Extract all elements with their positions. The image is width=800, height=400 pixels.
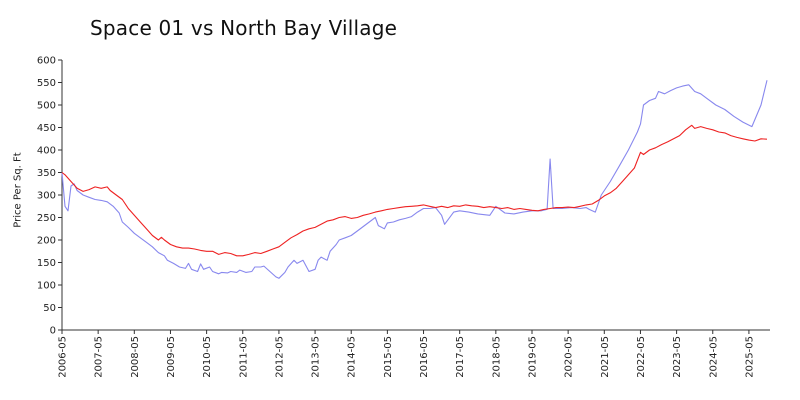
x-tick-label: 2025-05: [744, 336, 755, 378]
x-tick-label: 2006-05: [58, 336, 69, 378]
chart-title: Space 01 vs North Bay Village: [90, 16, 398, 40]
x-tick-label: 2013-05: [311, 336, 322, 378]
y-tick-label: 50: [43, 303, 56, 314]
y-tick-label: 400: [37, 146, 56, 157]
x-tick-label: 2021-05: [600, 336, 611, 378]
y-tick-label: 250: [37, 213, 56, 224]
y-tick-label: 200: [37, 236, 56, 247]
y-tick-label: 500: [37, 101, 56, 112]
y-tick-label: 350: [37, 168, 56, 179]
x-tick-label: 2024-05: [708, 336, 719, 378]
series-line-1: [61, 80, 768, 279]
x-tick-label: 2019-05: [527, 336, 538, 378]
y-tick-label: 550: [37, 78, 56, 89]
x-tick-label: 2011-05: [238, 336, 249, 378]
x-tick-label: 2009-05: [166, 336, 177, 378]
x-tick-label: 2015-05: [383, 336, 394, 378]
x-tick-label: 2012-05: [274, 336, 285, 378]
y-axis-ticks: 0 50 100 150 200 250 300 350 400 450 500 550 600: [37, 56, 62, 337]
x-axis-ticks: 2006-05 2007-05 2008-05 2009-05 2010-05 2011-…: [58, 330, 755, 378]
y-tick-label: 100: [37, 281, 56, 292]
y-tick-label: 600: [37, 56, 56, 67]
series-line-2: [61, 124, 768, 257]
x-tick-label: 2023-05: [672, 336, 683, 378]
y-tick-label: 150: [37, 258, 56, 269]
x-tick-label: 2020-05: [564, 336, 575, 378]
series-group: [61, 80, 768, 279]
y-tick-label: 0: [50, 326, 56, 337]
x-tick-label: 2008-05: [130, 336, 141, 378]
x-tick-label: 2016-05: [419, 336, 430, 378]
x-tick-label: 2010-05: [202, 336, 213, 378]
axes: [61, 60, 770, 331]
y-tick-label: 300: [37, 191, 56, 202]
x-tick-label: 2014-05: [347, 336, 358, 378]
x-tick-label: 2017-05: [455, 336, 466, 378]
x-tick-label: 2022-05: [636, 336, 647, 378]
y-tick-label: 450: [37, 123, 56, 134]
x-tick-label: 2007-05: [94, 336, 105, 378]
x-tick-label: 2018-05: [491, 336, 502, 378]
